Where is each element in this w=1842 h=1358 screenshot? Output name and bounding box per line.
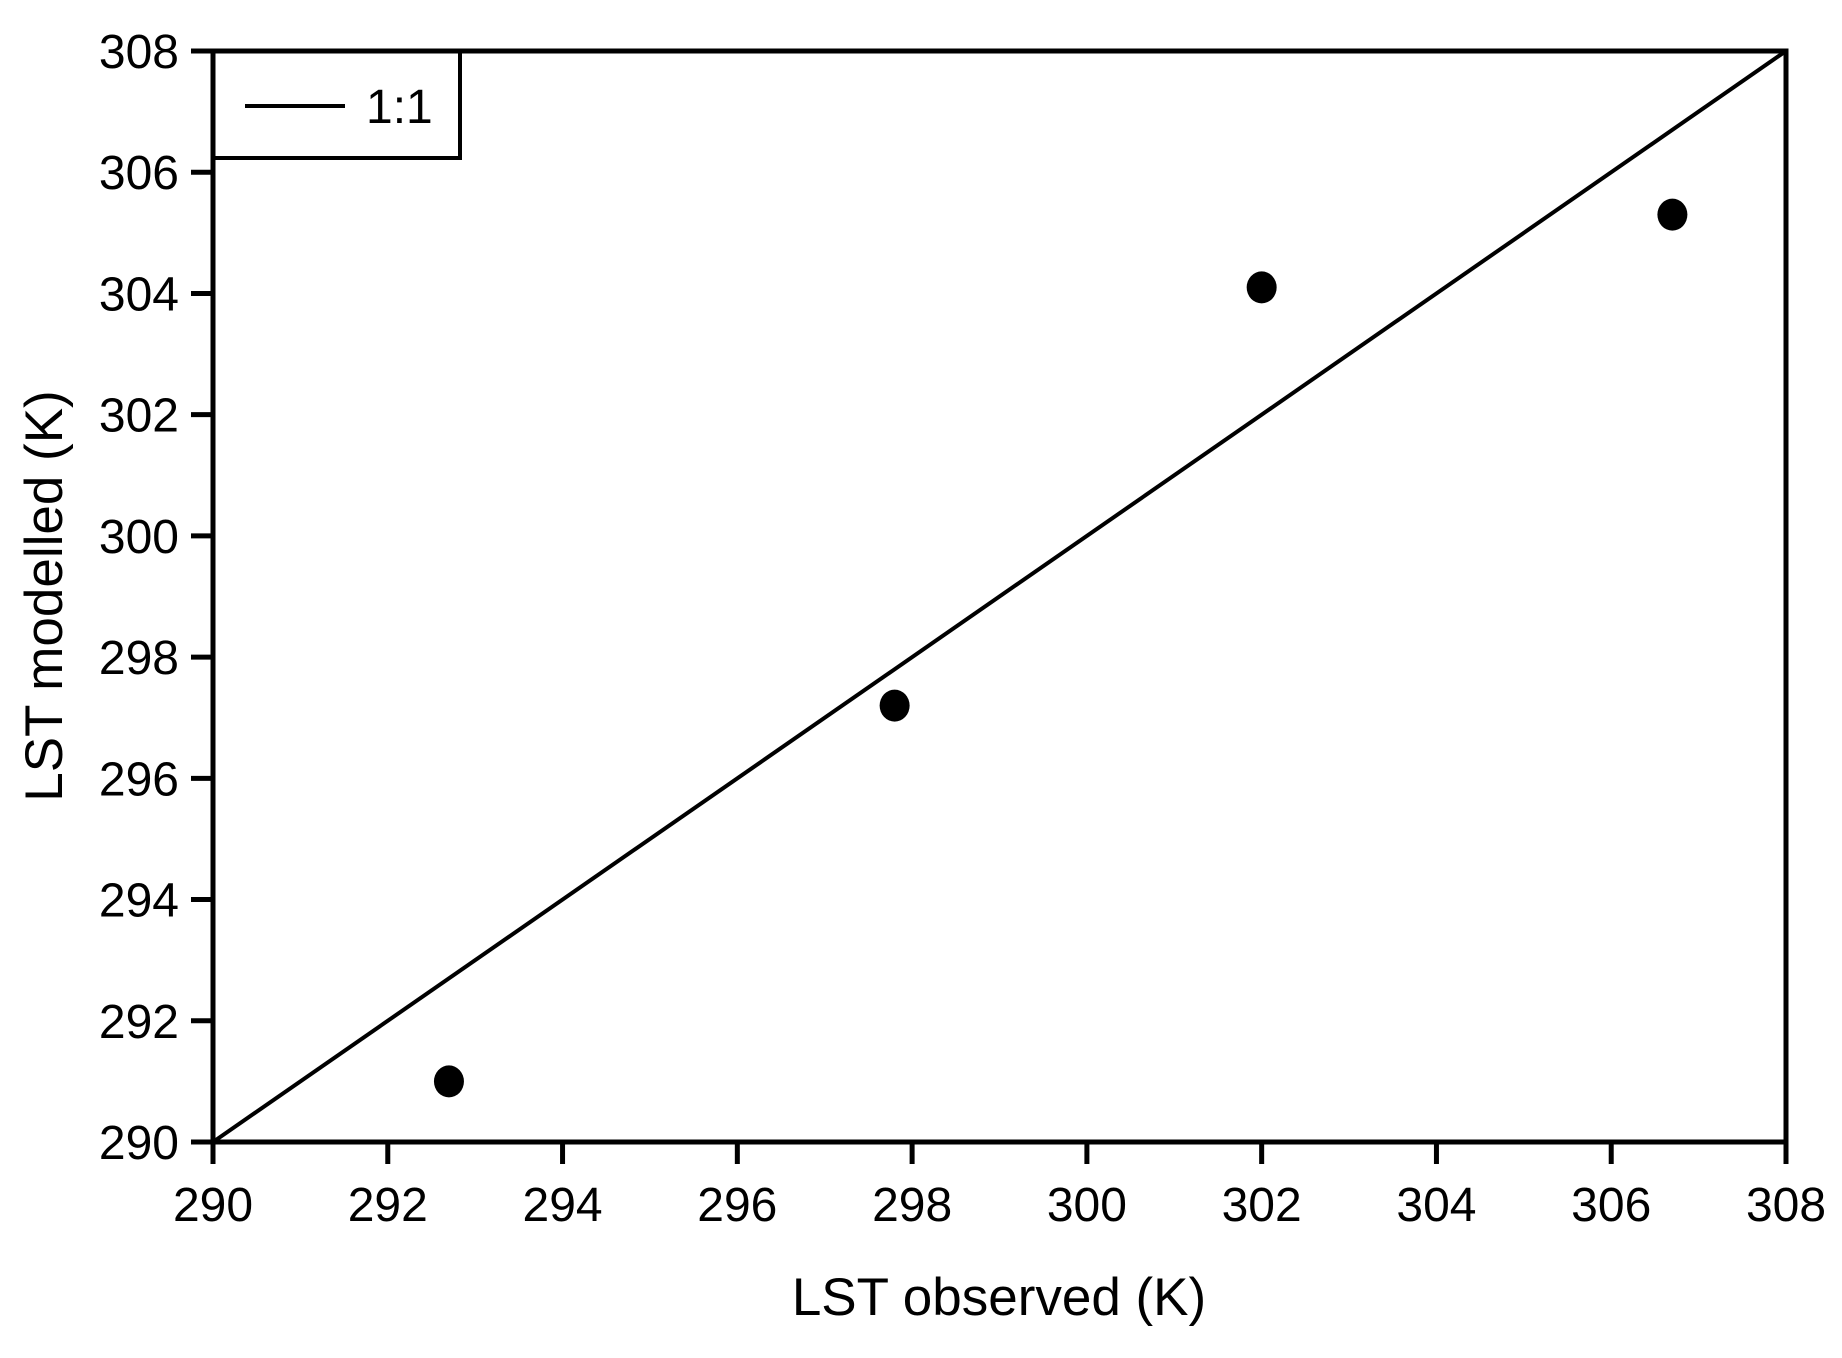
data-points-group: [433, 198, 1688, 1098]
x-tick-label: 290: [173, 1179, 253, 1232]
legend-label: 1:1: [366, 81, 433, 134]
y-tick-label: 306: [99, 147, 179, 200]
y-axis-title: LST modelled (K): [15, 390, 74, 801]
x-tick-label: 306: [1571, 1179, 1651, 1232]
plot-frame-group: [210, 48, 1789, 1145]
y-tick-label: 294: [99, 875, 179, 928]
data-point: [1246, 271, 1277, 304]
y-tick-label: 290: [99, 1117, 179, 1170]
x-tick-label: 294: [523, 1179, 603, 1232]
x-tick-label: 300: [1047, 1179, 1127, 1232]
data-point: [1657, 198, 1688, 231]
plot-frame: [210, 48, 1789, 1145]
x-tick-label: 308: [1746, 1179, 1826, 1232]
reference-line-group: [211, 49, 1788, 1144]
legend-box: [211, 49, 462, 160]
x-tick-label: 292: [348, 1179, 428, 1232]
x-tick-label: 302: [1222, 1179, 1302, 1232]
y-tick-label: 302: [99, 390, 179, 443]
y-tick-label: 296: [99, 753, 179, 806]
y-tick-label: 298: [99, 632, 179, 685]
data-point: [433, 1065, 464, 1098]
ticks-group: [191, 48, 1789, 1164]
y-tick-label: 292: [99, 996, 179, 1049]
x-tick-label: 298: [872, 1179, 952, 1232]
x-tick-label: 296: [697, 1179, 777, 1232]
legend: 1:1: [211, 49, 462, 160]
x-axis-title: LST observed (K): [792, 1268, 1206, 1327]
tick-labels-group: 290 292 294 296 298 300 302 304 306 308 290 292 294 2…: [99, 26, 1826, 1232]
data-point: [879, 689, 910, 722]
x-tick-label: 304: [1396, 1179, 1476, 1232]
one-to-one-line: [211, 49, 1788, 1144]
y-tick-label: 304: [99, 268, 179, 321]
y-tick-label: 308: [99, 26, 179, 79]
y-tick-label: 300: [99, 511, 179, 564]
